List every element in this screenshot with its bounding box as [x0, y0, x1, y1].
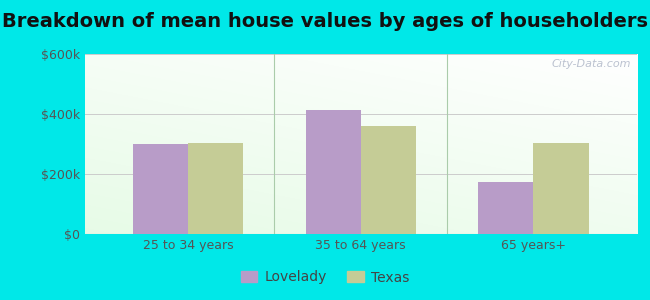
Bar — [478, 182, 534, 234]
Bar — [188, 142, 243, 234]
Bar — [361, 126, 416, 234]
Text: City-Data.com: City-Data.com — [552, 59, 632, 69]
Bar — [133, 144, 188, 234]
Bar — [534, 142, 589, 234]
Legend: Lovelady, Texas: Lovelady, Texas — [235, 265, 415, 290]
Text: Breakdown of mean house values by ages of householders: Breakdown of mean house values by ages o… — [2, 12, 648, 31]
Bar — [306, 110, 361, 234]
